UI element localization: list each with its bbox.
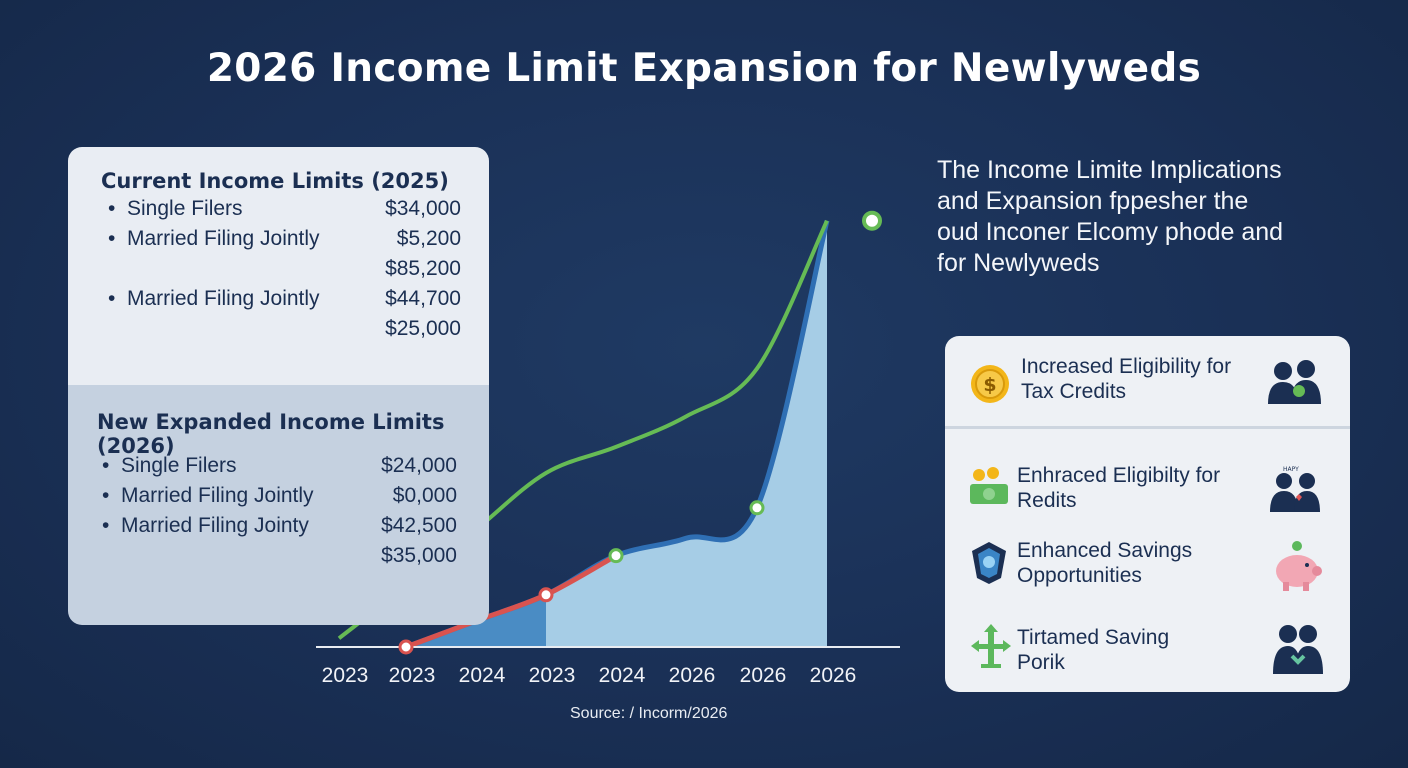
x-tick-label: 2024 (599, 664, 646, 687)
data-point-marker (608, 548, 624, 564)
description-line: for Newlyweds (937, 249, 1100, 277)
benefit-title: Enhanced Savings (1017, 539, 1193, 562)
limit-label: Married Filing Jointly (127, 227, 320, 250)
description-line: oud Inconer Elcomy phode and (937, 218, 1284, 246)
description-text: The Income Limite Implications and Expan… (937, 155, 1357, 279)
x-tick-label: 2023 (389, 664, 436, 687)
limit-label: Married Filing Jointly (127, 287, 320, 310)
limit-amount: $25,000 (385, 317, 461, 340)
x-tick-label: 2026 (810, 664, 857, 687)
dollar-coin-icon: $ (971, 365, 1009, 403)
limit-amount: $5,200 (396, 227, 461, 250)
x-tick-label: 2023 (322, 664, 369, 687)
happy-couple-icon: HAPY (1270, 466, 1320, 512)
benefit-item: Tirtamed Saving Porik (1017, 625, 1169, 675)
x-tick-label: 2024 (459, 664, 506, 687)
limit-label: Single Filers (121, 454, 237, 477)
benefit-item: Enhanced Savings Opportunities (1017, 538, 1192, 588)
data-point-marker (749, 500, 765, 516)
bullet-icon: • (102, 514, 110, 537)
benefit-title: Increased Eligibility for (1021, 355, 1232, 378)
x-tick-label: 2026 (740, 664, 787, 687)
benefit-subtitle: Porik (1017, 651, 1065, 674)
benefits-card: $ Increased Eligibility for Tax Credits … (945, 336, 1350, 692)
limit-amount: $44,700 (385, 287, 461, 310)
data-point-marker (398, 639, 414, 655)
data-point-marker (538, 587, 554, 603)
limit-amount: $0,000 (392, 484, 457, 507)
benefit-item: Enhraced Eligibilty for Redits (1017, 463, 1220, 513)
couple-heart-icon (1273, 625, 1323, 674)
source-note: Source: / Incorm/2026 (570, 705, 728, 722)
benefit-subtitle: Redits (1017, 489, 1077, 512)
money-coins-icon (970, 467, 1008, 504)
benefit-title: Tirtamed Saving (1017, 626, 1170, 649)
benefit-item: Increased Eligibility for Tax Credits (1021, 354, 1231, 404)
svg-text:$: $ (983, 374, 996, 396)
description-line: and Expansion fppesher the (937, 187, 1249, 215)
svg-text:HAPY: HAPY (1283, 466, 1299, 473)
bullet-icon: • (102, 484, 110, 507)
limit-amount: $35,000 (381, 544, 457, 567)
bullet-icon: • (108, 227, 116, 250)
limit-amount: $24,000 (381, 454, 457, 477)
couple-icon (1268, 360, 1321, 404)
limit-label: Single Filers (127, 197, 243, 220)
limit-amount: $42,500 (381, 514, 457, 537)
benefit-subtitle: Opportunities (1017, 564, 1142, 587)
data-point-marker (862, 210, 882, 231)
shield-icon (972, 542, 1006, 584)
bullet-icon: • (108, 287, 116, 310)
current-limits-heading: Current Income Limits (2025) (101, 169, 449, 193)
page-title: 2026 Income Limit Expansion for Newlywed… (206, 46, 1202, 91)
x-tick-label: 2026 (669, 664, 716, 687)
benefits-divider (945, 426, 1350, 429)
description-line: The Income Limite Implications (937, 156, 1282, 184)
income-limits-card: Current Income Limits (2025) • Single Fil… (68, 147, 489, 625)
limit-amount: $34,000 (385, 197, 461, 220)
directions-icon (971, 624, 1011, 668)
bullet-icon: • (102, 454, 110, 477)
benefit-subtitle: Tax Credits (1021, 380, 1127, 403)
piggy-bank-icon (1276, 541, 1322, 591)
limit-label: Married Filing Jointly (121, 484, 314, 507)
limit-label: Married Filing Jointy (121, 514, 309, 537)
bullet-icon: • (108, 197, 116, 220)
benefit-title: Enhraced Eligibilty for (1017, 464, 1221, 487)
limit-amount: $85,200 (385, 257, 461, 280)
new-limits-heading: New Expanded Income Limits (2026) (97, 410, 445, 458)
series-line-red (405, 553, 618, 650)
x-tick-label: 2023 (529, 664, 576, 687)
